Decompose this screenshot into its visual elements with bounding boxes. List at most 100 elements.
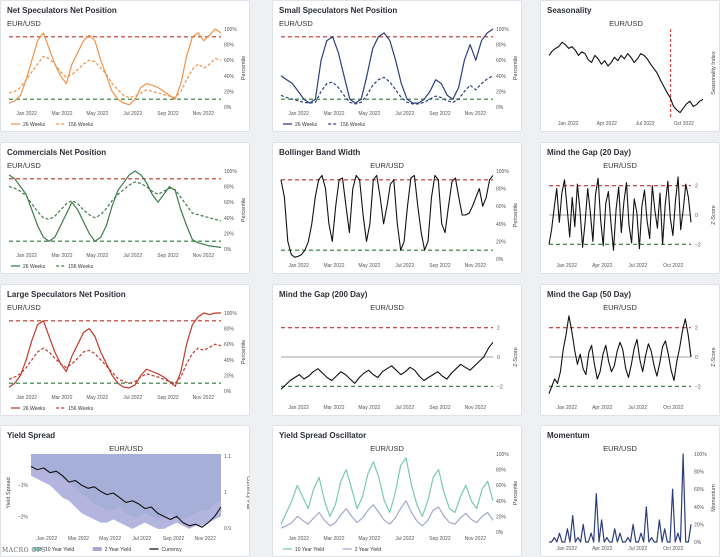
series-line-0 [548,315,692,394]
x-tick-label: Mar 2022 [68,536,89,542]
x-tick-label: Jul 2022 [395,536,414,542]
x-tick-label: Jul 2022 [123,253,142,259]
chart-subtitle: EUR/USD [279,19,313,28]
x-tick-label: Jan 2022 [556,546,577,552]
x-tick-label: Jan 2022 [558,121,579,127]
y-tick-label: 20% [496,239,507,245]
series-line-0 [8,312,221,389]
y-tick-label: 0 [695,213,698,219]
x-tick-label: Jan 2022 [556,405,577,411]
y2-axis-label: Currency Pair [245,476,250,510]
y-tick-label: 60% [496,483,507,489]
x-tick-label: Jan 2022 [37,536,58,542]
x-tick-label: Jan 2022 [16,111,37,117]
x-tick-label: Jul 2022 [628,546,647,552]
y-tick-label: 80% [224,43,235,49]
chart-subtitle: EUR/USD [7,161,41,170]
x-tick-label: Mar 2022 [323,111,344,117]
y-tick-label: 60% [496,58,507,64]
legend-label: 156 Weeks [340,122,365,128]
legend-label: 10 Year Yield [45,547,74,553]
y-tick-label: 100% [694,452,707,458]
x-tick-label: Jan 2022 [288,111,309,117]
legend-label: 26 Weeks [23,406,46,412]
x-tick-label: Mar 2022 [323,536,344,542]
card-large-spec: Large Speculators Net Position EUR/USD 100… [0,284,250,416]
x-tick-label: Jul 2022 [395,263,414,269]
series-line-0 [280,457,494,525]
y-tick-label: 0% [694,540,702,546]
y-tick-label: 0% [224,389,232,395]
card-title: Momentum [547,431,590,440]
y-axis-label: Z-Score [513,347,519,367]
card-title: Yield Spread Oscillator [279,431,367,440]
chart-svg: EUR/USD −1% −2% 1.1 1 0.9 Yield Spread Currency… [6,444,250,553]
chart-svg: EUR/USD 100% 80% 60% 40% 20% 0% Percentile Jan 2… [7,161,247,270]
y-tick-label: 40% [224,358,235,364]
y-tick-label: 20% [224,373,235,379]
legend-label: 156 Weeks [68,264,93,270]
chart-svg: EUR/USD 2 0 −2 Z-Score Jan 2022 Mar 2022 May 20… [280,303,519,411]
chart-subtitle: EUR/USD [370,303,404,312]
x-tick-label: Nov 2022 [465,405,487,411]
x-tick-label: Nov 2022 [465,536,487,542]
x-tick-label: Mar 2022 [51,111,72,117]
x-tick-label: Jul 2022 [395,111,414,117]
x-tick-label: Mar 2022 [51,395,72,401]
y-tick-label: −1% [18,483,29,489]
y-tick-label: 80% [224,327,235,333]
y-tick-label: 0% [224,105,232,111]
x-tick-label: Mar 2022 [51,253,72,259]
chart-svg: EUR/USD 100% 80% 60% 40% 20% 0% Momentum Jan 202… [549,444,717,552]
y-tick-label: 100% [496,452,509,458]
card-title: Net Speculators Net Position [7,6,117,15]
card-momentum: Momentum EUR/USD 100% 80% 60% 40% 20% 0% Momentu… [540,425,720,557]
y-tick-label: 40% [496,74,507,80]
y-tick-label: 60% [496,204,507,210]
card-seasonality: Seasonality EUR/USD Seasonality Index Jan 2… [540,0,720,132]
card-title: Mind the Gap (20 Day) [547,148,632,157]
y-axis-label: Percentile [241,198,247,222]
chart-svg: EUR/USD 100% 80% 60% 40% 20% 0% Percentile Jan 2… [7,303,247,412]
card-yield-spread: Yield Spread EUR/USD −1% −2% 1.1 1 0.9 Yield Sp… [0,425,250,557]
card-title: Yield Spread [7,431,56,440]
card-title: Mind the Gap (200 Day) [279,290,368,299]
x-tick-label: Nov 2022 [194,536,216,542]
chart-subtitle: EUR/USD [603,303,637,312]
y-tick-label: 20% [224,89,235,95]
y-axis-label: Seasonality Index [711,51,717,95]
card-commercials: Commercials Net Position EUR/USD 100% 80% 60… [0,142,250,274]
y-tick-label: 20% [496,514,507,520]
y-tick-label: 100% [224,311,237,317]
y-axis-label: Z-Score [711,205,717,225]
y-tick-label: 60% [224,342,235,348]
y-tick-label: 2 [695,326,698,332]
x-tick-label: Mar 2022 [323,405,344,411]
y-tick-label: −2 [497,384,503,390]
legend-label: Currency [162,547,183,553]
y-tick-label: 2 [497,326,500,332]
y-tick-label: 60% [224,58,235,64]
series-line-1 [8,55,222,99]
card-title: Bollinger Band Width [279,148,361,157]
legend-label: 26 Weeks [23,122,46,128]
series-line-1 [8,343,222,384]
y-axis-label: Yield Spread [6,477,12,508]
y-tick-label: 80% [496,187,507,193]
chart-subtitle: EUR/USD [7,303,41,312]
card-bbw: Bollinger Band Width EUR/USD 100% 80% 60% 40%… [272,142,522,274]
x-tick-label: Sep 2022 [429,405,451,411]
macro-ops-logo: MACRO OPS [2,547,46,554]
x-tick-label: Nov 2022 [465,111,487,117]
chart-subtitle: EUR/USD [603,161,637,170]
x-tick-label: Jan 2022 [288,536,309,542]
series-line-0 [548,41,704,114]
x-tick-label: Sep 2022 [429,536,451,542]
x-tick-label: Apr 2022 [592,546,613,552]
y-axis-label: Z-Score [711,347,717,367]
y-tick-label: 0 [497,355,500,361]
y2-tick-label: 1 [224,490,227,496]
chart-svg: EUR/USD 100% 80% 60% 40% 20% 0% Percentile Jan 2… [7,19,247,128]
chart-subtitle: EUR/USD [370,444,404,453]
chart-subtitle: EUR/USD [603,444,637,453]
